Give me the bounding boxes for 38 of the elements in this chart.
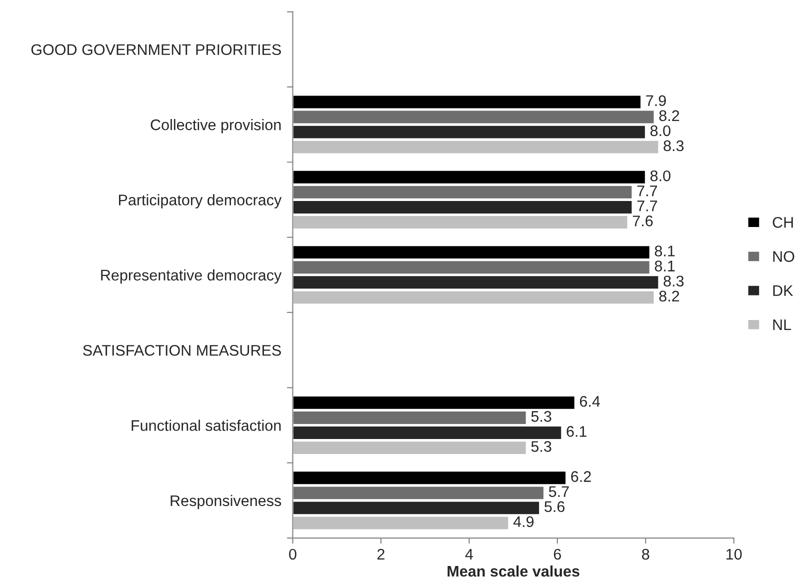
legend-label: DK bbox=[773, 285, 794, 296]
legend-label: NL bbox=[773, 319, 792, 330]
y-tick-label: Participatory democracy bbox=[119, 194, 282, 208]
data-label: 6.1 bbox=[566, 426, 586, 437]
data-label: 8.3 bbox=[664, 276, 684, 287]
data-label: 7.6 bbox=[632, 216, 653, 226]
data-label: 5.3 bbox=[531, 411, 552, 422]
x-tick-label: 8 bbox=[642, 548, 650, 560]
data-label: 5.7 bbox=[548, 486, 569, 498]
data-label: 7.9 bbox=[646, 95, 666, 106]
x-axis-title: Mean scale values bbox=[448, 565, 580, 577]
data-label: 8.1 bbox=[654, 260, 675, 272]
data-label: 8.2 bbox=[659, 290, 680, 302]
y-tick-label: Responsiveness bbox=[170, 494, 282, 510]
x-tick-label: 2 bbox=[377, 548, 384, 560]
data-label: 6.2 bbox=[571, 471, 591, 482]
x-tick-label: 4 bbox=[465, 549, 473, 560]
data-label: 5.3 bbox=[531, 441, 552, 452]
data-label: 7.7 bbox=[637, 186, 658, 196]
data-label: 8.2 bbox=[659, 110, 680, 122]
x-tick-label: 0 bbox=[289, 548, 296, 560]
data-label: 7.7 bbox=[637, 200, 658, 212]
data-label: 8.0 bbox=[650, 125, 670, 136]
data-label: 6.4 bbox=[580, 396, 600, 407]
x-tick-label: 6 bbox=[554, 548, 561, 560]
data-label: 8.0 bbox=[650, 170, 670, 182]
y-tick-label: Functional satisfaction bbox=[132, 420, 281, 431]
x-tick-label: 10 bbox=[726, 548, 742, 560]
data-label: 5.6 bbox=[544, 501, 564, 512]
data-label: 4.9 bbox=[513, 516, 534, 528]
y-tick-label: GOOD GOVERNMENT PRIORITIES bbox=[31, 44, 281, 56]
legend-label: CH bbox=[772, 217, 793, 228]
y-tick-label: SATISFACTION MEASURES bbox=[83, 344, 281, 356]
data-label: 8.1 bbox=[654, 246, 675, 256]
y-tick-label: Collective provision bbox=[150, 118, 281, 134]
data-label: 8.3 bbox=[664, 140, 684, 152]
y-tick-label: Representative democracy bbox=[101, 269, 282, 284]
legend-label: NO bbox=[773, 251, 794, 262]
